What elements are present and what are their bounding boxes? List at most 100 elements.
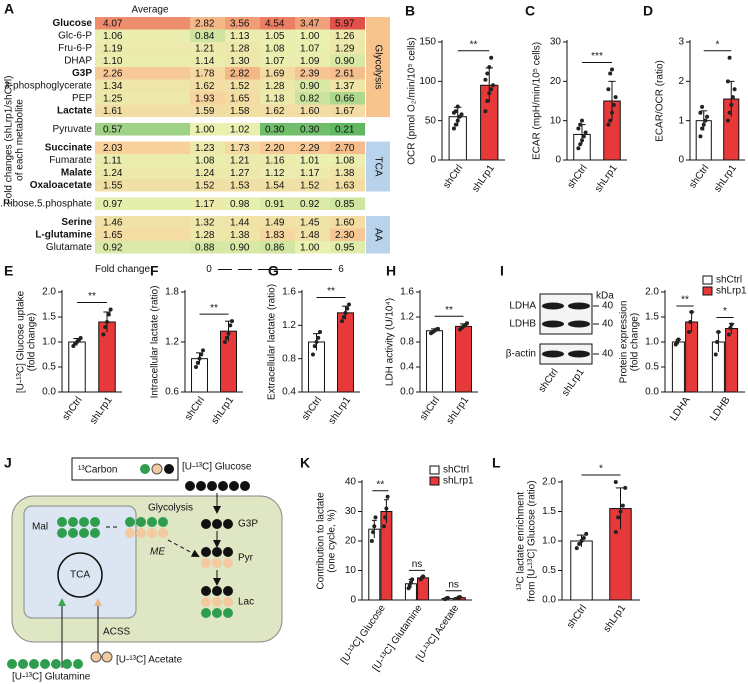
panel-label: D (643, 3, 653, 19)
data-point (410, 577, 415, 582)
y-tick-label: 1.0 (645, 337, 659, 348)
heatmap-cell (260, 67, 295, 80)
heatmap-cell (190, 179, 225, 192)
blot-size-label: 40 (602, 301, 614, 312)
data-point (727, 55, 732, 60)
bar (455, 325, 472, 393)
cell-label: 1.00 (195, 124, 215, 135)
data-point (310, 352, 315, 357)
data-point (105, 320, 109, 324)
cell-label: 0.98 (230, 199, 250, 210)
panel-label: G (268, 263, 279, 279)
data-point (78, 336, 83, 340)
y-tick-label: 1.6 (282, 287, 296, 298)
cell-label: 1.78 (195, 68, 215, 79)
data-point (371, 530, 376, 535)
heatmap-cell (225, 104, 260, 117)
x-tick-label: shCtrl (687, 163, 711, 191)
significance-label: ** (327, 286, 335, 297)
cell-label: 1.16 (265, 155, 285, 166)
row-label: DHAP (64, 55, 92, 66)
cell-label: 1.12 (265, 168, 285, 179)
cell-label: 4.54 (265, 18, 285, 29)
data-point (101, 332, 106, 337)
mal-label: Mal (32, 522, 48, 533)
heatmap-cell (190, 166, 225, 179)
heatmap-cell (95, 241, 190, 254)
heatmap-cell (190, 67, 225, 80)
data-point (228, 323, 233, 328)
cell-label: 1.60 (335, 217, 355, 228)
heatmap-cell (330, 241, 365, 254)
blot-size-label: 40 (602, 319, 614, 330)
heatmap-cell (95, 197, 190, 210)
blot-band (568, 302, 590, 310)
data-point (689, 310, 694, 314)
data-point (195, 360, 200, 365)
heatmap-cell (225, 79, 260, 92)
data-point (222, 340, 227, 344)
y-tick-label: 0.5 (42, 362, 56, 373)
cell-label: 1.00 (300, 242, 320, 253)
x-tick-label: shLrp1 (470, 163, 497, 195)
heatmap-cell (295, 197, 330, 210)
heatmap-cell (295, 17, 330, 30)
y-axis-label: Protein expression (619, 301, 630, 384)
heatmap-cell (190, 54, 225, 67)
y-tick-label: 0.5 (542, 565, 556, 576)
cell-label: 1.05 (265, 31, 285, 42)
data-point (457, 595, 462, 600)
row-label: L-glutamine (35, 229, 92, 240)
mal-carbons (57, 517, 100, 538)
heatmap-cell (190, 29, 225, 42)
data-point (581, 134, 586, 139)
cell-label: 0.30 (300, 124, 320, 135)
legend-swatch (429, 476, 440, 486)
y-tick-label: 0.4 (282, 387, 296, 398)
y-tick-label: 20 (345, 536, 357, 547)
y-tick-label: 30 (550, 37, 562, 48)
heatmap-cell (260, 17, 295, 30)
data-point (686, 330, 691, 334)
data-point (576, 146, 581, 151)
y-tick-label: 3 (678, 37, 684, 48)
heatmap-cell (95, 216, 190, 229)
data-point (700, 126, 705, 131)
data-point (613, 480, 618, 484)
cell-label: 5.97 (335, 18, 355, 29)
bar (68, 341, 86, 393)
data-point (343, 310, 348, 315)
carbon-icon (140, 464, 150, 474)
y-tick-label: 0.0 (645, 387, 659, 398)
heatmap-cell (330, 179, 365, 192)
carbon-legend: ¹³Carbon (78, 465, 117, 476)
cell-label: 1.37 (335, 81, 355, 92)
data-point (224, 335, 229, 340)
heatmap-cell (330, 67, 365, 80)
data-point (491, 83, 496, 88)
heatmap-cell (190, 42, 225, 55)
cell-label: 1.21 (230, 155, 250, 166)
heatmap-cell (190, 141, 225, 154)
y-tick-label: 1.5 (42, 312, 56, 323)
heatmap-cell (190, 79, 225, 92)
data-point (489, 87, 494, 92)
cell-label: 1.52 (230, 81, 250, 92)
heatmap-cell (260, 123, 295, 136)
heatmap-cell (295, 141, 330, 154)
significance-label: ** (376, 479, 384, 490)
heatmap-cell (225, 92, 260, 105)
significance-label: * (723, 306, 727, 317)
cell-label: 1.07 (265, 56, 285, 67)
data-point (577, 541, 582, 546)
heatmap-cell (330, 166, 365, 179)
data-point (584, 531, 589, 536)
data-point (581, 536, 586, 541)
cell-label: 1.26 (335, 31, 355, 42)
data-point (698, 110, 703, 115)
cell-label: 1.24 (195, 168, 215, 179)
panel-label: F (150, 263, 159, 279)
panel-label: L (492, 455, 501, 471)
data-point (453, 122, 458, 127)
lac-carbons (201, 586, 233, 618)
